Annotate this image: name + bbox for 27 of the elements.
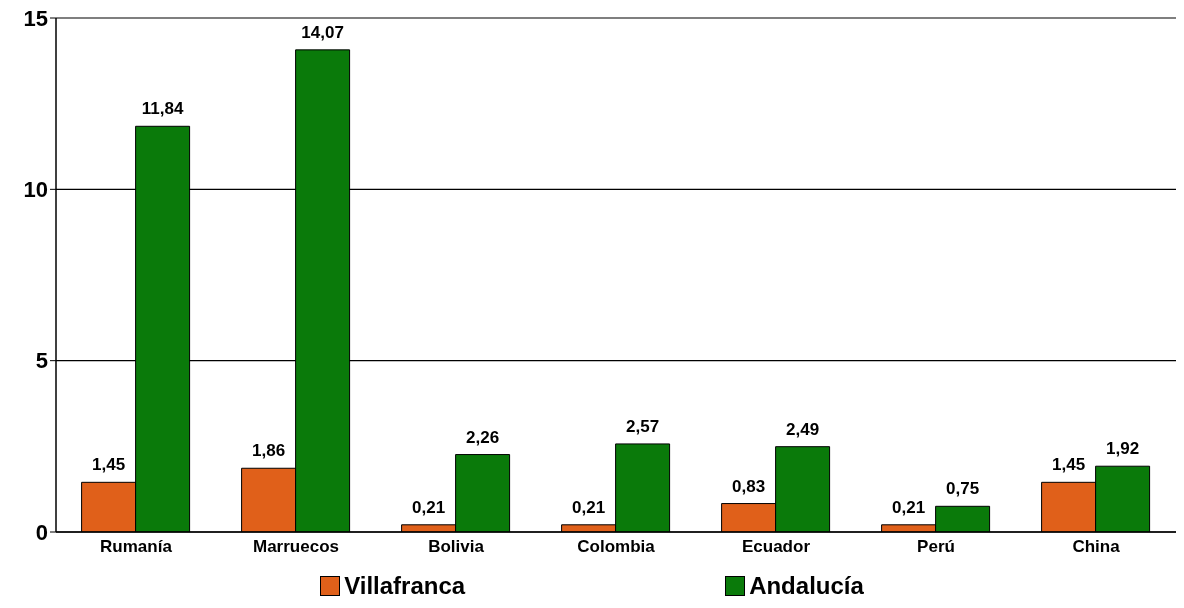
data-label: 1,45 — [1052, 455, 1086, 475]
legend-label: Villafranca — [344, 572, 466, 600]
data-label: 11,84 — [141, 99, 184, 119]
y-tick-label: 0 — [35, 519, 48, 545]
data-label: 2,49 — [786, 419, 820, 439]
data-label: 0,83 — [732, 476, 766, 496]
data-label: 1,86 — [252, 441, 286, 461]
data-label: 0,75 — [946, 479, 980, 499]
data-label: 14,07 — [301, 22, 344, 42]
y-tick-label: 10 — [23, 177, 48, 203]
x-tick-label: Bolivia — [428, 537, 485, 557]
x-tick-label: China — [1072, 537, 1121, 557]
x-tick-label: Colombia — [577, 537, 656, 557]
data-label: 1,45 — [92, 455, 126, 475]
data-label: 1,92 — [1106, 439, 1140, 459]
data-label: 0,21 — [892, 497, 926, 517]
x-tick-label: Rumanía — [100, 537, 173, 557]
x-tick-label: Perú — [917, 537, 955, 557]
x-tick-label: Marruecos — [253, 537, 339, 557]
data-label: 2,26 — [466, 427, 500, 447]
data-label: 0,21 — [572, 497, 606, 517]
y-tick-label: 15 — [23, 5, 48, 31]
x-tick-label: Ecuador — [741, 537, 811, 557]
data-label: 2,57 — [626, 416, 660, 436]
legend-label: Andalucía — [749, 572, 864, 600]
data-label: 0,21 — [412, 497, 446, 517]
y-tick-label: 5 — [35, 348, 48, 374]
